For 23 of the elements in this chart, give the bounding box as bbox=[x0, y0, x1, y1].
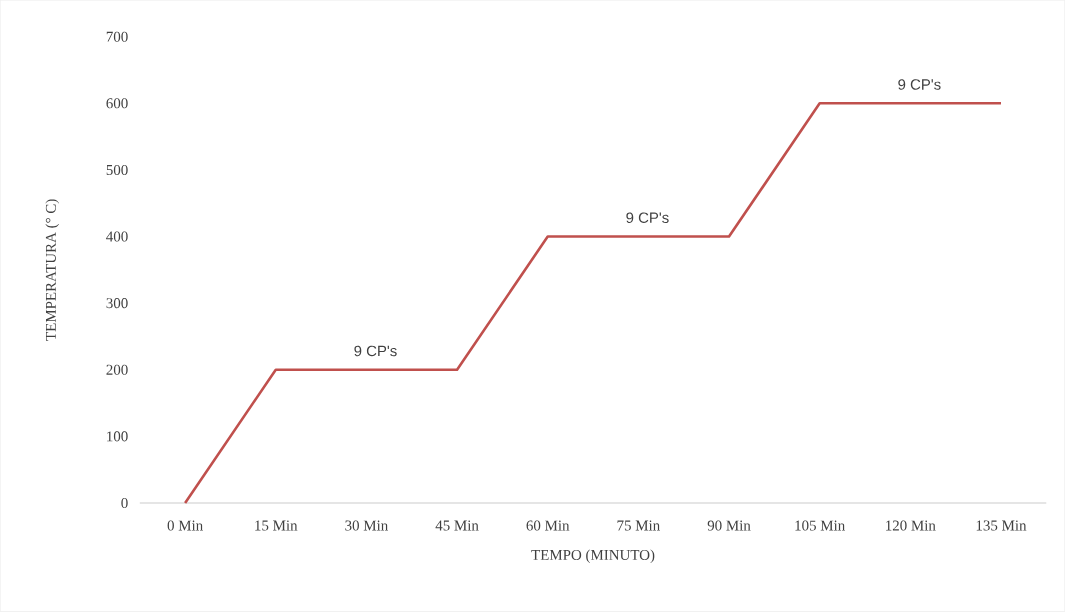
x-axis-title: TEMPO (MINUTO) bbox=[531, 549, 655, 564]
y-tick-label: 300 bbox=[106, 298, 128, 309]
annotation: 9 CP's bbox=[354, 345, 397, 357]
x-tick-label: 135 Min bbox=[976, 520, 1027, 531]
y-tick-label: 600 bbox=[106, 98, 128, 109]
y-tick-label: 100 bbox=[107, 431, 128, 442]
y-axis-title: TEMPERATURA (° C) bbox=[45, 199, 59, 341]
x-tick-label: 15 Min bbox=[255, 520, 298, 531]
x-tick-label: 45 Min bbox=[435, 520, 479, 531]
x-tick-label: 120 Min bbox=[886, 520, 936, 531]
x-tick-label: 75 Min bbox=[617, 520, 660, 531]
y-tick-label: 500 bbox=[106, 165, 128, 176]
y-tick-label: 700 bbox=[106, 31, 128, 42]
y-tick-label: 400 bbox=[106, 231, 128, 242]
x-tick-label: 90 Min bbox=[707, 520, 751, 531]
x-tick-label: 60 Min bbox=[526, 520, 570, 531]
y-tick-label: 200 bbox=[106, 364, 128, 375]
annotation: 9 CP's bbox=[898, 79, 941, 90]
y-tick-label: 0 bbox=[121, 498, 128, 509]
annotation: 9 CP's bbox=[626, 212, 669, 224]
x-tick-label: 0 Min bbox=[167, 520, 203, 531]
x-tick-label: 30 Min bbox=[345, 520, 388, 531]
x-tick-label: 105 Min bbox=[795, 520, 845, 531]
